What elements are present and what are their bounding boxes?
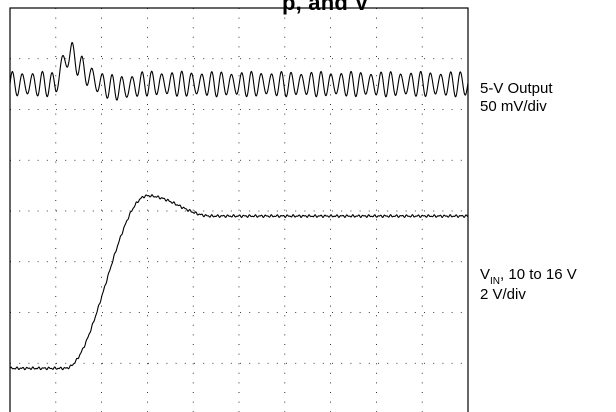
vin-trace (9, 194, 469, 371)
oscilloscope-plot (9, 7, 469, 412)
vin-trace-name: VIN, 10 to 16 V (480, 266, 577, 287)
output-trace-scale: 50 mV/div (480, 98, 547, 115)
output-trace-name: 5-V Output (480, 80, 553, 97)
vin-trace-label: VIN, 10 to 16 V 2 V/div (480, 266, 577, 304)
output-trace (9, 41, 469, 101)
output-trace-label: 5-V Output 50 mV/div (480, 80, 553, 116)
vin-trace-scale: 2 V/div (480, 286, 526, 303)
